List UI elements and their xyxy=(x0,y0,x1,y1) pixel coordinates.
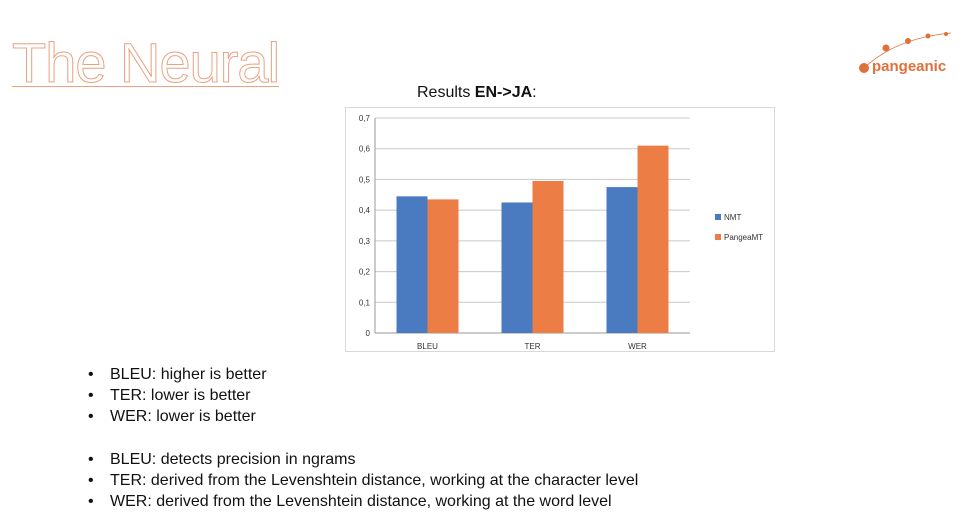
pangeanic-logo: pangeanic xyxy=(856,28,956,78)
x-tick-label: TER xyxy=(525,342,541,351)
bar-chart: 0 0,1 0,2 0,3 0,4 0,5 0,6 0,7 BLEU TER WER NMT Pange… xyxy=(345,107,775,352)
y-tick-label: 0,1 xyxy=(359,298,371,307)
chart-heading: Results EN->JA: xyxy=(417,84,537,102)
bar-pangeamt-bleu xyxy=(427,199,459,333)
bar-nmt-bleu xyxy=(396,196,428,333)
bullet-item: BLEU: higher is better xyxy=(88,364,638,385)
y-tick-label: 0,3 xyxy=(359,237,371,246)
legend-swatch xyxy=(715,214,721,220)
logo-dots-icon xyxy=(859,32,952,73)
y-tick-label: 0,5 xyxy=(359,175,371,184)
legend-label: NMT xyxy=(724,213,741,222)
bullet-item: TER: derived from the Levenshtein distan… xyxy=(88,470,638,491)
y-tick-label: 0,4 xyxy=(359,206,371,215)
chart-heading-suffix: : xyxy=(532,84,537,101)
chart-heading-bold: EN->JA xyxy=(474,84,533,101)
logo-text: pangeanic xyxy=(872,58,947,75)
y-tick-label: 0,7 xyxy=(359,114,371,123)
bar-pangeamt-wer xyxy=(637,145,669,333)
bar-nmt-wer xyxy=(606,187,638,333)
x-tick-label: BLEU xyxy=(417,342,438,351)
legend-label: PangeaMT xyxy=(724,233,763,242)
chart-heading-prefix: Results xyxy=(417,84,475,101)
x-tick-label: WER xyxy=(628,342,647,351)
bar-pangeamt-ter xyxy=(532,180,564,333)
chart-frame: 0 0,1 0,2 0,3 0,4 0,5 0,6 0,7 BLEU TER WER NMT Pange… xyxy=(345,107,775,352)
y-tick-label: 0,6 xyxy=(359,145,371,154)
slide-title: The Neural xyxy=(11,31,280,95)
bullet-item: TER: lower is better xyxy=(88,385,638,406)
bullet-list: BLEU: higher is better TER: lower is bet… xyxy=(88,364,638,512)
y-tick-label: 0 xyxy=(366,329,371,338)
bullet-item: WER: lower is better xyxy=(88,406,638,427)
bullet-item: WER: derived from the Levenshtein distan… xyxy=(88,491,638,512)
bullet-item: BLEU: detects precision in ngrams xyxy=(88,449,638,470)
bar-nmt-ter xyxy=(501,202,533,333)
y-tick-label: 0,2 xyxy=(359,268,371,277)
legend-swatch xyxy=(715,234,721,240)
